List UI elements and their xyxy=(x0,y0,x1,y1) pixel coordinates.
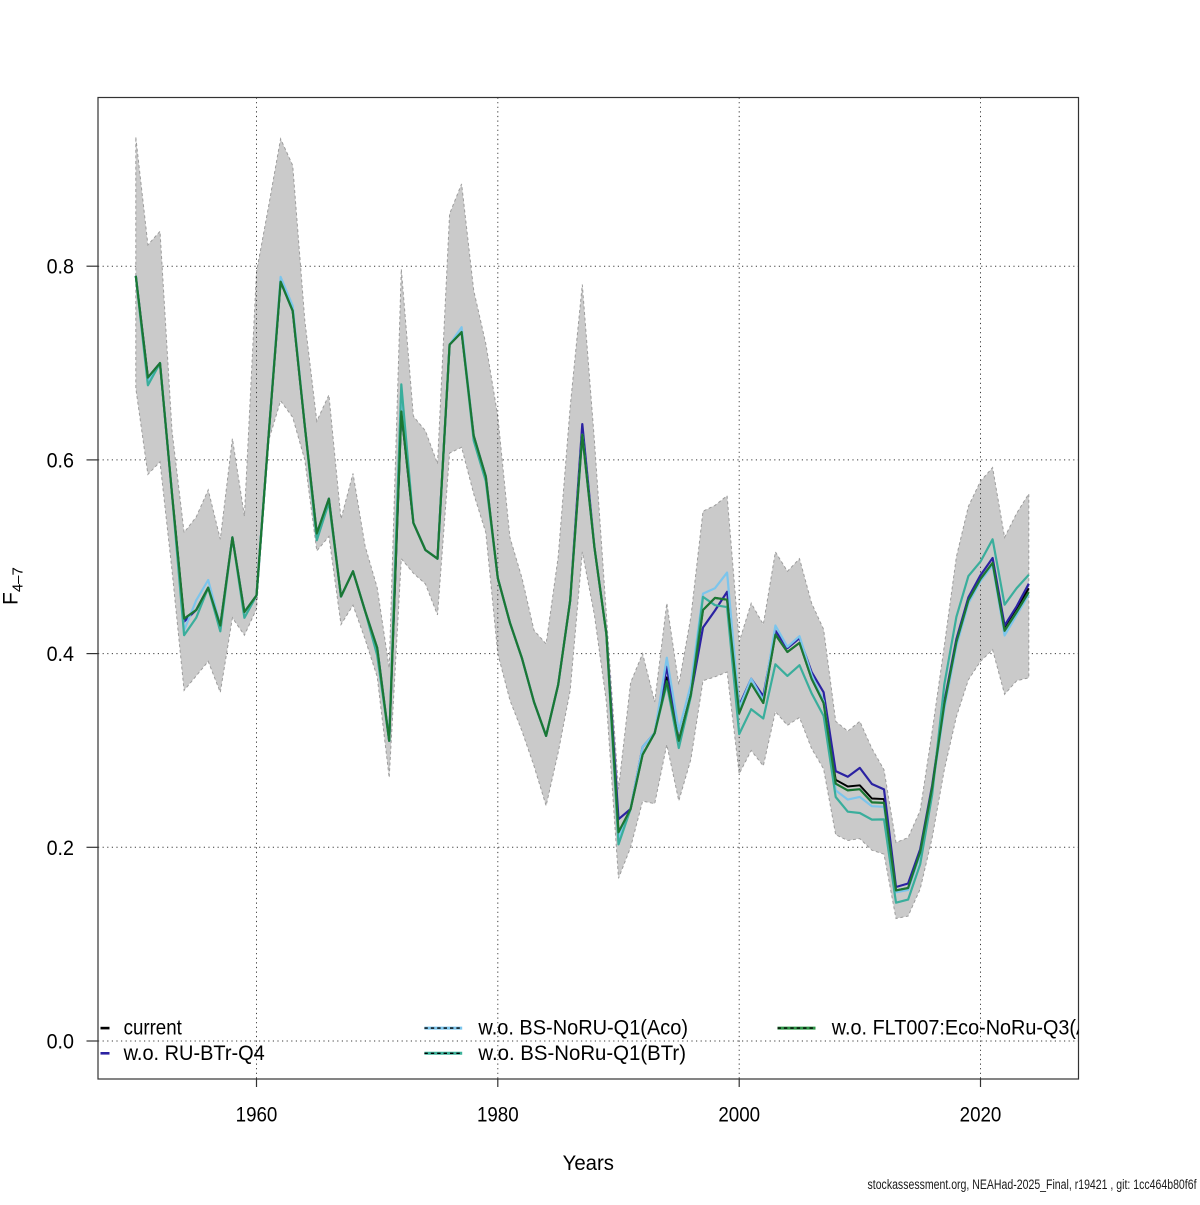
svg-text:w.o. BS-NoRu-Q1(BTr): w.o. BS-NoRu-Q1(BTr) xyxy=(477,1042,686,1065)
svg-text:stockassessment.org, NEAHad-20: stockassessment.org, NEAHad-2025_Final, … xyxy=(868,1177,1197,1192)
svg-text:0.6: 0.6 xyxy=(47,449,74,472)
svg-text:1980: 1980 xyxy=(477,1103,519,1126)
svg-text:1960: 1960 xyxy=(236,1103,278,1126)
svg-text:0.8: 0.8 xyxy=(47,256,74,279)
svg-text:w.o. FLT007:Eco-NoRu-Q3(Aco): w.o. FLT007:Eco-NoRu-Q3(Aco) xyxy=(831,1017,1117,1040)
svg-text:0.4: 0.4 xyxy=(47,643,75,666)
svg-text:current: current xyxy=(124,1017,182,1040)
svg-text:w.o. BS-NoRU-Q1(Aco): w.o. BS-NoRU-Q1(Aco) xyxy=(477,1017,688,1040)
svg-text:2020: 2020 xyxy=(960,1103,1002,1126)
svg-text:2000: 2000 xyxy=(718,1103,760,1126)
svg-text:Years: Years xyxy=(563,1152,614,1175)
svg-text:0.2: 0.2 xyxy=(47,837,74,860)
svg-text:0.0: 0.0 xyxy=(47,1031,74,1054)
svg-text:w.o. RU-BTr-Q4: w.o. RU-BTr-Q4 xyxy=(123,1042,265,1065)
